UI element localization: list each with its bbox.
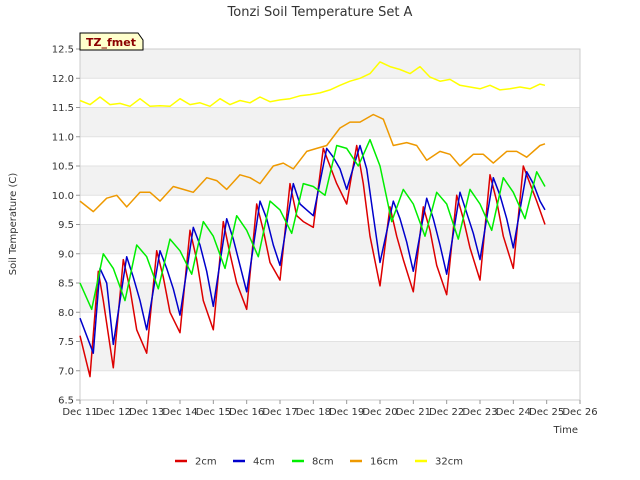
x-tick-label: Dec 21 (396, 407, 431, 418)
x-tick-label: Dec 24 (496, 407, 531, 418)
y-tick-label: 9.0 (58, 249, 74, 260)
x-tick-label: Dec 23 (462, 407, 497, 418)
plot-bands (80, 48, 580, 401)
series-line-16cm (79, 113, 546, 213)
legend-label-16cm: 16cm (370, 457, 398, 468)
legend-label-4cm: 4cm (253, 457, 275, 468)
series-line-8cm (79, 138, 546, 311)
y-tick-label: 10.0 (52, 191, 74, 202)
y-tick-label: 9.5 (58, 220, 74, 231)
y-tick-label: 8.0 (58, 308, 74, 319)
y-tick-label: 10.5 (52, 162, 74, 173)
chart-title: Tonzi Soil Temperature Set A (227, 5, 413, 20)
x-tick-label: Dec 26 (562, 407, 597, 418)
x-tick-label: Dec 20 (362, 407, 397, 418)
x-tick-label: Dec 13 (129, 407, 164, 418)
series-line-4cm (79, 144, 546, 354)
y-axis: 6.5 7.0 7.5 8.0 8.5 9.0 9.5 10.0 10.5 11.0 11.5 12.… (52, 45, 80, 407)
x-tick-label: Dec 16 (229, 407, 264, 418)
x-tick-label: Dec 22 (429, 407, 464, 418)
x-tick-label: Dec 19 (329, 407, 364, 418)
x-tick-label: Dec 11 (62, 407, 97, 418)
legend-label-2cm: 2cm (195, 457, 217, 468)
grid-band (80, 312, 580, 342)
grid-band (80, 224, 580, 254)
x-tick-label: Dec 12 (96, 407, 131, 418)
legend-label-32cm: 32cm (435, 457, 463, 468)
site-badge-box (79, 32, 144, 51)
y-tick-label: 7.0 (58, 366, 74, 377)
legend-label-8cm: 8cm (312, 457, 334, 468)
y-tick-label: 11.5 (52, 103, 74, 114)
grid-band (80, 195, 580, 225)
y-tick-label: 7.5 (58, 337, 74, 348)
y-tick-label: 8.5 (58, 279, 74, 290)
y-tick-label: 6.5 (58, 396, 74, 407)
x-tick-label: Dec 25 (529, 407, 564, 418)
series-lines (79, 61, 546, 378)
x-tick-label: Dec 18 (296, 407, 331, 418)
y-tick-label: 12.5 (52, 45, 74, 56)
y-tick-label: 12.0 (52, 74, 74, 85)
legend: 2cm 4cm 8cm 16cm 32cm (175, 457, 463, 468)
site-badge-label: TZ_fmet (86, 36, 136, 49)
series-line-32cm (79, 61, 546, 108)
site-badge: TZ_fmet (79, 32, 144, 51)
grid-band (80, 78, 580, 108)
x-tick-label: Dec 17 (262, 407, 297, 418)
x-tick-label: Dec 14 (162, 407, 197, 418)
grid-band (80, 107, 580, 137)
grid-band (80, 49, 580, 79)
y-tick-label: 11.0 (52, 132, 74, 143)
x-tick-label: Dec 15 (196, 407, 231, 418)
grid-band (80, 283, 580, 313)
grid-band (80, 370, 580, 400)
y-axis-title: Soil Temperature (C) (8, 173, 19, 276)
grid-band (80, 341, 580, 371)
x-axis-title: Time (553, 425, 578, 436)
